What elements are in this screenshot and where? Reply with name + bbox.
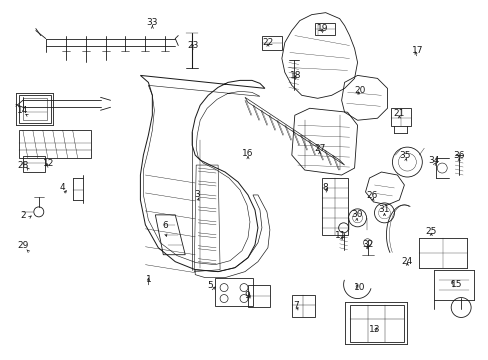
Text: 2: 2	[20, 211, 25, 220]
Text: 26: 26	[366, 192, 377, 201]
Text: 23: 23	[187, 41, 199, 50]
Text: 32: 32	[361, 240, 372, 249]
Text: 22: 22	[262, 38, 273, 47]
Text: 5: 5	[207, 281, 213, 290]
Text: 4: 4	[60, 184, 65, 193]
Text: 10: 10	[353, 283, 365, 292]
Text: 11: 11	[334, 231, 346, 240]
Bar	[314, 23, 334, 35]
Text: 16: 16	[242, 149, 253, 158]
Text: 33: 33	[146, 18, 158, 27]
Text: 3: 3	[194, 190, 200, 199]
Bar	[215, 278, 252, 306]
Bar	[247, 285, 269, 306]
Text: 14: 14	[17, 106, 28, 115]
Text: 7: 7	[292, 301, 298, 310]
Text: 18: 18	[289, 71, 301, 80]
Text: 12: 12	[43, 158, 54, 167]
Text: 6: 6	[162, 221, 168, 230]
Text: 29: 29	[17, 241, 28, 250]
Text: 21: 21	[393, 109, 404, 118]
Bar	[262, 36, 281, 50]
Text: 20: 20	[353, 86, 365, 95]
Bar	[19, 95, 51, 123]
Text: 17: 17	[411, 46, 422, 55]
Text: 35: 35	[399, 150, 410, 159]
Text: 27: 27	[313, 144, 325, 153]
Text: 28: 28	[17, 161, 28, 170]
Text: 25: 25	[425, 227, 436, 236]
Text: 31: 31	[378, 206, 389, 215]
Bar	[23, 156, 45, 172]
Text: 19: 19	[316, 24, 328, 33]
Bar	[349, 305, 404, 342]
Text: 8: 8	[322, 184, 328, 193]
Text: 9: 9	[244, 291, 249, 300]
Text: 30: 30	[350, 210, 362, 219]
Bar	[390, 108, 410, 126]
Text: 24: 24	[401, 257, 412, 266]
Text: 34: 34	[427, 156, 439, 165]
Text: 1: 1	[145, 275, 151, 284]
Bar	[19, 130, 90, 158]
Bar	[23, 98, 47, 120]
Text: 13: 13	[368, 325, 380, 334]
Text: 36: 36	[452, 150, 464, 159]
Text: 15: 15	[450, 280, 462, 289]
